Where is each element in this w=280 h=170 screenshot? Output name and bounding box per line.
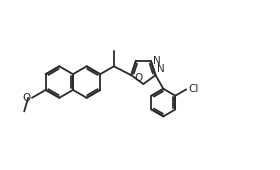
Text: O: O (22, 93, 31, 103)
Text: N: N (157, 64, 164, 74)
Text: O: O (134, 73, 143, 83)
Text: N: N (153, 56, 161, 66)
Text: Cl: Cl (188, 84, 199, 94)
